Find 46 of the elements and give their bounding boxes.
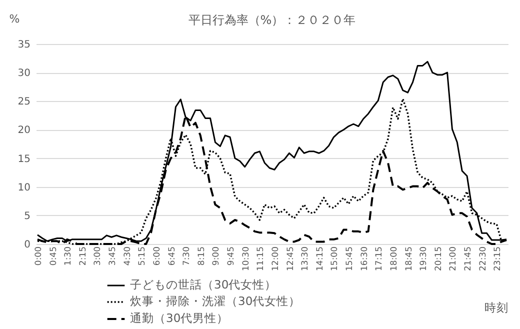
- x-tick-label: 15:00: [330, 246, 340, 271]
- x-tick-label: 13:30: [300, 246, 311, 271]
- x-tick-label: 16:30: [360, 246, 370, 271]
- x-tick-label: 6:45: [167, 246, 178, 266]
- x-tick-label: 15:45: [345, 246, 356, 271]
- x-tick-label: 18:00: [389, 246, 400, 271]
- x-tick-label: 7:30: [182, 246, 192, 266]
- legend-label: 炊事・掃除・洗濯（30代女性）: [130, 294, 301, 308]
- x-tick-label: 3:00: [93, 246, 104, 266]
- y-tick-label: 30: [18, 68, 30, 80]
- y-tick-label: 0: [24, 240, 30, 250]
- x-tick-label: 14:15: [315, 246, 326, 271]
- x-tick-label: 21:45: [464, 246, 474, 271]
- y-tick-label: 15: [18, 154, 30, 165]
- x-tick-label: 8:15: [196, 246, 207, 266]
- y-tick-label: 20: [18, 125, 30, 136]
- x-tick-label: 12:45: [286, 246, 296, 271]
- x-tick-label: 0:00: [34, 246, 44, 266]
- x-tick-label: 12:00: [270, 246, 281, 271]
- x-tick-label: 6:00: [152, 246, 162, 266]
- x-tick-label: 3:45: [108, 246, 118, 266]
- x-tick-label: 19:30: [419, 246, 430, 271]
- x-tick-label: 5:15: [138, 246, 148, 266]
- y-tick-label: 10: [18, 182, 30, 194]
- x-tick-label: 11:15: [256, 246, 266, 271]
- x-tick-label: 1:30: [64, 246, 74, 266]
- x-tick-label: 4:30: [122, 246, 133, 266]
- x-tick-label: 22:30: [478, 246, 488, 271]
- x-tick-label: 17:15: [374, 246, 385, 271]
- x-tick-label: 9:45: [226, 246, 237, 266]
- legend-label: 通勤（30代男性）: [130, 311, 229, 325]
- x-tick-label: 23:15: [493, 246, 504, 271]
- legend-label: 子どもの世話（30代女性）: [130, 278, 277, 292]
- y-tick-label: 35: [18, 40, 30, 50]
- x-axis-title: 時刻: [484, 300, 508, 314]
- chart-title: 平日行為率（%）：２０２０年: [188, 13, 356, 27]
- x-tick-label: 0:45: [48, 246, 59, 266]
- x-tick-label: 9:00: [212, 246, 222, 266]
- x-tick-label: 10:30: [241, 246, 252, 271]
- y-axis-title: %: [9, 12, 20, 26]
- x-tick-label: 18:45: [404, 246, 414, 271]
- x-tick-label: 21:00: [448, 246, 459, 271]
- x-tick-label: 20:15: [434, 246, 444, 271]
- y-tick-label: 25: [18, 96, 30, 108]
- x-tick-label: 2:15: [78, 246, 88, 266]
- y-tick-label: 5: [24, 210, 30, 222]
